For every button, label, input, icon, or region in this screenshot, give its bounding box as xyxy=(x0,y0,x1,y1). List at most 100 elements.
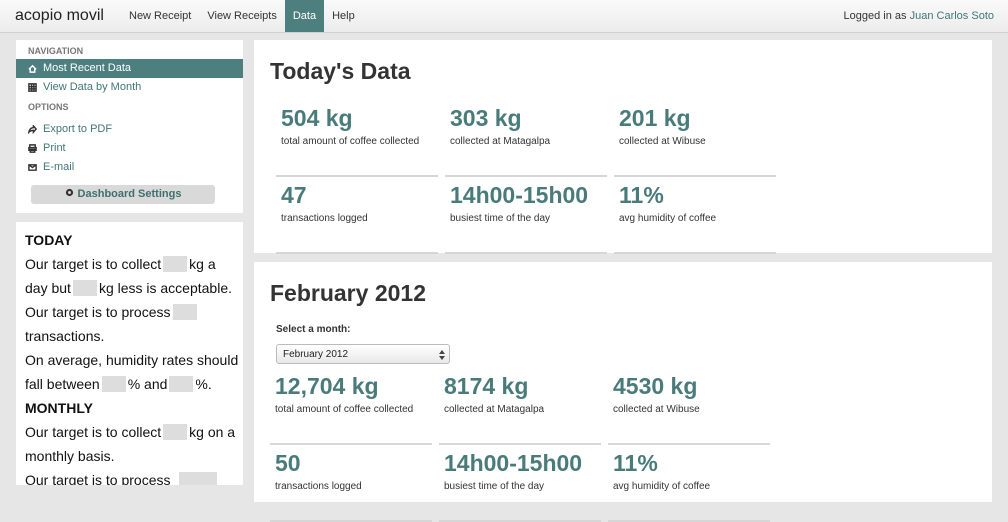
text: Our target is to collect xyxy=(25,424,162,440)
stats-grid: 12,704 kg total amount of coffee collecte… xyxy=(270,368,790,522)
nav-list: Most Recent Data View Data by Month xyxy=(16,59,243,97)
target-text: On average, humidity rates should fall b… xyxy=(25,348,239,396)
icon xyxy=(28,83,37,92)
target-text: Our target is to process xyxy=(25,468,239,485)
month-panel: February 2012 Select a month: February 2… xyxy=(254,262,992,522)
stat-value: 4530 kg xyxy=(613,373,698,399)
nav-link[interactable]: New Receipt xyxy=(129,10,192,22)
gear-icon xyxy=(65,188,73,197)
stat-value: 12,704 kg xyxy=(275,373,379,399)
target-header: TODAY xyxy=(25,232,73,248)
section-header: OPTIONS xyxy=(28,102,69,112)
stat: 14h00-15h00 busiest time of the day xyxy=(445,177,607,254)
stat-label: transactions logged xyxy=(275,481,362,492)
sidebar-nav: NAVIGATION Most Recent Data View Data by … xyxy=(16,40,243,213)
stat-value: 14h00-15h00 xyxy=(450,182,589,208)
stat-label: collected at Wibuse xyxy=(613,404,700,415)
input-blank[interactable] xyxy=(178,472,217,485)
stat-label: collected at Matagalpa xyxy=(444,404,545,415)
sidebar-item[interactable]: E-mail xyxy=(16,158,243,177)
section-header: NAVIGATION xyxy=(28,46,84,56)
text: Our target is to process xyxy=(25,304,171,320)
text: Our target is to collect xyxy=(25,256,162,272)
input-blank[interactable] xyxy=(101,376,126,392)
stat: 8174 kg collected at Matagalpa xyxy=(439,368,601,445)
stat-label: avg humidity of coffee xyxy=(619,213,717,224)
stat: 47 transactions logged xyxy=(276,177,438,254)
stat-value: 14h00-15h00 xyxy=(444,450,583,476)
stat-label: total amount of coffee collected xyxy=(281,136,420,147)
stat-value: 303 kg xyxy=(450,105,522,131)
stat: 504 kg total amount of coffee collected xyxy=(276,100,438,177)
input-blank[interactable] xyxy=(172,304,197,320)
stat: 12,704 kg total amount of coffee collecte… xyxy=(270,368,432,445)
input-blank[interactable] xyxy=(169,376,194,392)
item-label: Export to PDF xyxy=(43,123,113,135)
target-text: Our target is to collect kg on a monthly … xyxy=(25,420,239,468)
option-list: Export to PDF Print E-mail xyxy=(16,120,243,177)
section-title: Today's Data xyxy=(270,58,411,84)
input-blank[interactable] xyxy=(163,256,188,272)
stat-value: 504 kg xyxy=(281,105,353,131)
stat-value: 11% xyxy=(613,450,658,476)
brand[interactable]: acopio movil xyxy=(15,7,104,24)
stat: 303 kg collected at Matagalpa xyxy=(445,100,607,177)
icon xyxy=(28,164,37,171)
button-label: Dashboard Settings xyxy=(77,188,182,200)
stat: 4530 kg collected at Wibuse xyxy=(608,368,770,445)
sidebar-item[interactable]: Export to PDF xyxy=(16,120,243,139)
icon xyxy=(28,125,37,134)
stat-label: collected at Matagalpa xyxy=(450,136,551,147)
nav-link[interactable]: Data xyxy=(284,0,325,32)
target-text: Our target is to collect kg a day but kg l… xyxy=(25,252,239,300)
stat-value: 47 xyxy=(281,182,307,208)
item-label: Print xyxy=(43,142,66,154)
item-label: E-mail xyxy=(43,161,75,173)
target-text: Our target is to process transactions. xyxy=(25,300,239,348)
input-blank[interactable] xyxy=(72,280,97,296)
nav-links: New Receipt View Receipts Data Help xyxy=(121,0,363,32)
target-header: MONTHLY xyxy=(25,400,93,416)
today-panel: Today's Data 504 kg total amount of coffe… xyxy=(254,40,992,254)
select-label: Select a month: xyxy=(276,324,351,335)
text: transactions. xyxy=(25,328,105,344)
text: On average, humidity rates should fall b… xyxy=(25,352,239,392)
stat-label: avg humidity of coffee xyxy=(613,481,711,492)
text: % and xyxy=(127,376,168,392)
icon xyxy=(28,64,37,73)
input-blank[interactable] xyxy=(163,424,188,440)
targets: TODAY Our target is to collect kg a day bu… xyxy=(16,222,243,485)
select-arrows xyxy=(439,350,445,360)
stat-label: busiest time of the day xyxy=(444,481,545,492)
icon xyxy=(28,144,37,153)
sidebar-item[interactable]: View Data by Month xyxy=(16,78,243,97)
stat-label: transactions logged xyxy=(281,213,368,224)
nav-link[interactable]: Help xyxy=(332,10,355,22)
text: kg less is acceptable. xyxy=(98,280,233,296)
stat-value: 50 xyxy=(275,450,301,476)
month-select[interactable]: February 2012 xyxy=(276,344,450,364)
stat: 50 transactions logged xyxy=(270,445,432,522)
user-link[interactable]: Juan Carlos Soto xyxy=(909,10,994,22)
stat-label: collected at Wibuse xyxy=(619,136,706,147)
stat: 11% avg humidity of coffee xyxy=(614,177,776,254)
sidebar-item[interactable]: Most Recent Data xyxy=(16,59,243,78)
targets-panel: TODAY Our target is to collect kg a day bu… xyxy=(16,222,243,485)
select-value: February 2012 xyxy=(283,349,349,360)
stat: 201 kg collected at Wibuse xyxy=(614,100,776,177)
navbar: acopio movil New Receipt View Receipts Dat… xyxy=(0,0,1008,33)
stat: 14h00-15h00 busiest time of the day xyxy=(439,445,601,522)
text: Our target is to process xyxy=(25,472,171,485)
login-prefix: Logged in as xyxy=(843,10,907,22)
stats-grid: 504 kg total amount of coffee collected 30… xyxy=(276,100,796,254)
text: %. xyxy=(195,376,212,392)
stat-value: 8174 kg xyxy=(444,373,529,399)
login-info: Logged in as Juan Carlos Soto xyxy=(844,10,994,22)
nav-link[interactable]: View Receipts xyxy=(207,10,277,22)
stat: 11% avg humidity of coffee xyxy=(608,445,770,522)
sidebar-item[interactable]: Print xyxy=(16,139,243,158)
stat-value: 201 kg xyxy=(619,105,691,131)
stat-label: total amount of coffee collected xyxy=(275,404,414,415)
settings-button[interactable]: Dashboard Settings xyxy=(31,185,215,204)
